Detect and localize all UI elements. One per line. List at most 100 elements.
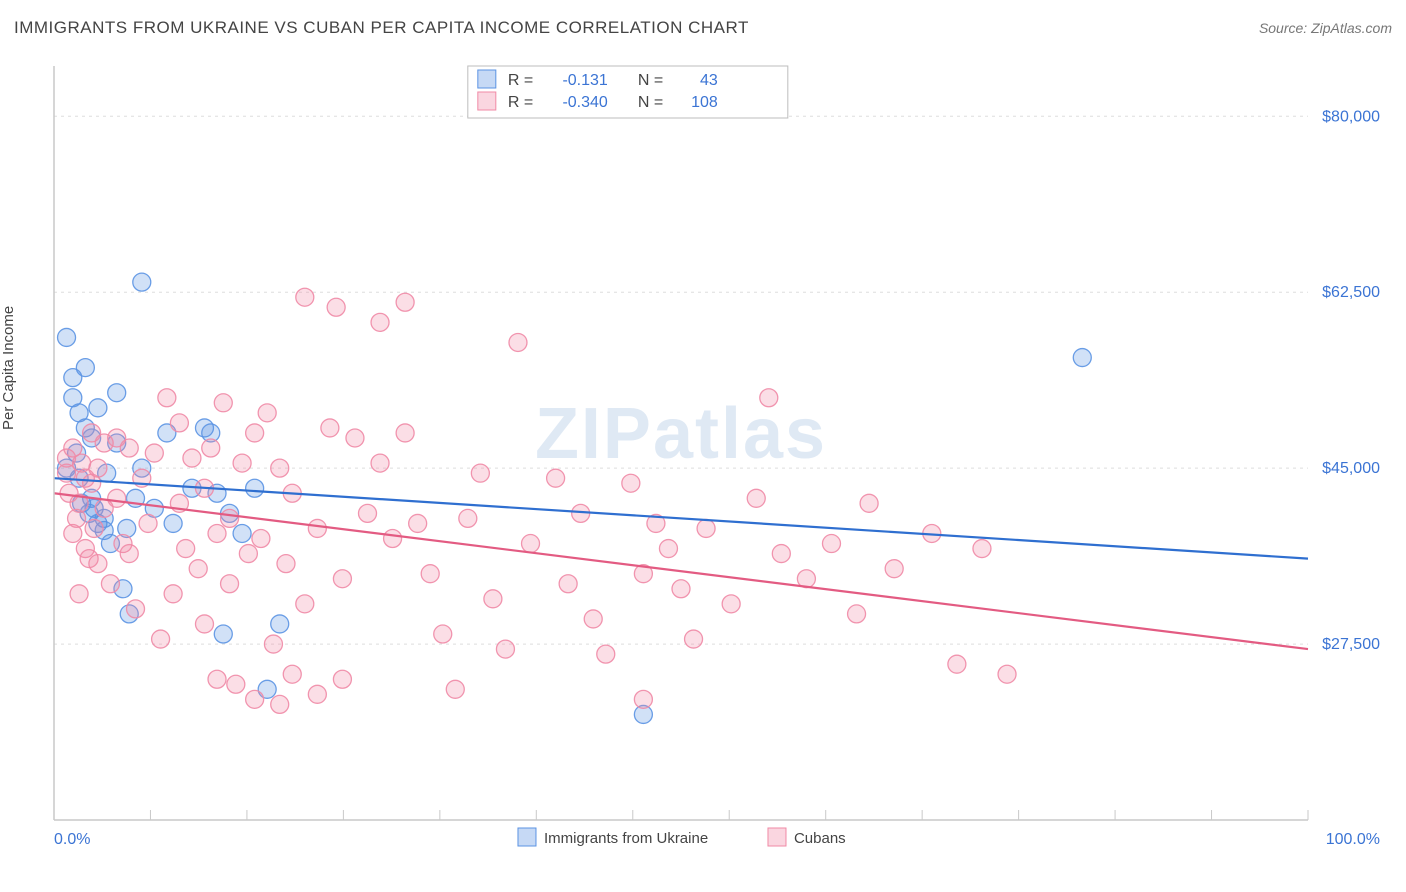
data-point (264, 635, 282, 653)
data-point (522, 535, 540, 553)
legend-swatch (768, 828, 786, 846)
data-point (308, 519, 326, 537)
data-point (359, 504, 377, 522)
data-point (139, 514, 157, 532)
corr-r-value: -0.131 (562, 72, 607, 89)
data-point (998, 665, 1016, 683)
data-point (108, 489, 126, 507)
data-point (127, 600, 145, 618)
data-point (258, 404, 276, 422)
data-point (760, 389, 778, 407)
legend-swatch (478, 70, 496, 88)
data-point (271, 615, 289, 633)
data-point (221, 509, 239, 527)
legend-label: Cubans (794, 830, 846, 847)
data-point (948, 655, 966, 673)
data-point (722, 595, 740, 613)
chart-area: $27,500 $45,000 $62,500 $80,000 ZIPatlas 0.0%… (48, 58, 1388, 848)
watermark: ZIPatlas (535, 394, 827, 474)
data-point (246, 479, 264, 497)
data-point (459, 509, 477, 527)
chart-title: IMMIGRANTS FROM UKRAINE VS CUBAN PER CAP… (14, 18, 749, 38)
data-point (214, 394, 232, 412)
data-point (283, 665, 301, 683)
data-point (158, 389, 176, 407)
data-point (233, 454, 251, 472)
data-point (597, 645, 615, 663)
data-point (271, 695, 289, 713)
data-point (396, 424, 414, 442)
data-point (484, 590, 502, 608)
data-point (885, 560, 903, 578)
data-point (434, 625, 452, 643)
data-point (296, 595, 314, 613)
data-point (496, 640, 514, 658)
legend-swatch (478, 92, 496, 110)
data-point (183, 449, 201, 467)
data-point (471, 464, 489, 482)
x-tick-label: 0.0% (54, 831, 90, 848)
data-point (202, 439, 220, 457)
data-point (152, 630, 170, 648)
data-point (120, 439, 138, 457)
x-tick-label: 100.0% (1326, 831, 1380, 848)
data-point (89, 555, 107, 573)
data-point (509, 333, 527, 351)
data-point (164, 585, 182, 603)
data-point (246, 424, 264, 442)
data-point (221, 575, 239, 593)
y-axis-label: Per Capita Income (0, 306, 17, 430)
data-point (101, 575, 119, 593)
data-point (120, 545, 138, 563)
data-point (246, 690, 264, 708)
data-point (227, 675, 245, 693)
data-point (277, 555, 295, 573)
data-point (772, 545, 790, 563)
data-point (170, 414, 188, 432)
data-point (973, 540, 991, 558)
y-tick-label: $62,500 (1322, 284, 1380, 301)
data-point (672, 580, 690, 598)
data-point (108, 384, 126, 402)
data-point (208, 670, 226, 688)
data-point (58, 328, 76, 346)
data-point (321, 419, 339, 437)
data-point (384, 530, 402, 548)
y-tick-label: $80,000 (1322, 108, 1380, 125)
corr-n-label: N = (638, 94, 663, 111)
legend-label: Immigrants from Ukraine (544, 830, 708, 847)
data-point (76, 359, 94, 377)
data-point (296, 288, 314, 306)
data-point (559, 575, 577, 593)
data-point (308, 685, 326, 703)
y-tick-label: $45,000 (1322, 460, 1380, 477)
data-point (371, 454, 389, 472)
data-point (133, 273, 151, 291)
source-label: Source: ZipAtlas.com (1259, 20, 1392, 36)
data-point (195, 615, 213, 633)
data-point (214, 625, 232, 643)
data-point (685, 630, 703, 648)
data-point (622, 474, 640, 492)
data-point (634, 690, 652, 708)
data-point (70, 585, 88, 603)
data-point (89, 399, 107, 417)
data-point (848, 605, 866, 623)
data-point (409, 514, 427, 532)
corr-n-value: 43 (700, 72, 718, 89)
data-point (659, 540, 677, 558)
legend-swatch (518, 828, 536, 846)
data-point (421, 565, 439, 583)
data-point (89, 459, 107, 477)
y-tick-label: $27,500 (1322, 636, 1380, 653)
data-point (239, 545, 257, 563)
data-point (252, 530, 270, 548)
data-point (271, 459, 289, 477)
data-point (371, 313, 389, 331)
data-point (333, 670, 351, 688)
data-point (822, 535, 840, 553)
corr-n-value: 108 (691, 94, 718, 111)
corr-r-label: R = (508, 72, 533, 89)
data-point (396, 293, 414, 311)
corr-r-value: -0.340 (562, 94, 607, 111)
